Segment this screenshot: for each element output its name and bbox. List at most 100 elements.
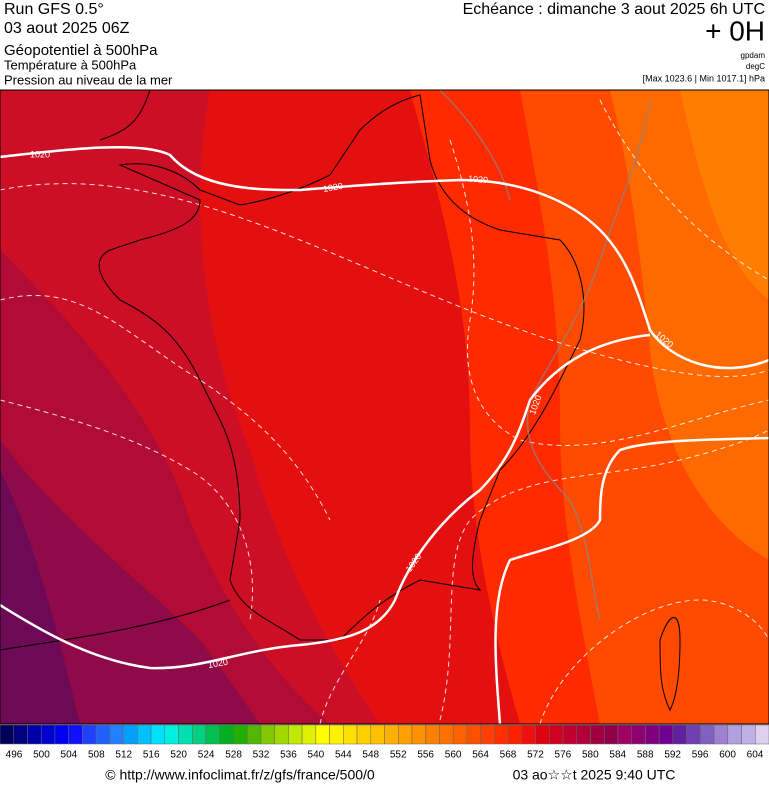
colorbar-label: 500 (33, 750, 50, 761)
color-swatch (439, 724, 454, 745)
color-swatch (727, 724, 742, 745)
isobar-label: 1020 (207, 657, 228, 670)
field-band (0, 470, 80, 724)
color-swatch (617, 724, 632, 745)
color-swatch (755, 724, 769, 745)
colorbar-label: 584 (609, 750, 626, 761)
color-swatch (274, 724, 289, 745)
colorbar-label: 560 (445, 750, 462, 761)
color-swatch (192, 724, 207, 745)
field-temperature: Température à 500hPa (4, 57, 137, 72)
color-swatch (713, 724, 729, 745)
colorbar-label: 604 (747, 750, 764, 761)
timestamp: 03 ao☆☆t 2025 9:40 UTC (513, 767, 676, 783)
color-swatch (233, 724, 248, 745)
color-swatch (95, 724, 111, 745)
coastline (0, 90, 681, 712)
colorbar-label: 596 (692, 750, 709, 761)
field-band (680, 90, 769, 300)
colorbar-label: 532 (253, 750, 270, 761)
color-swatch (0, 724, 14, 745)
color-swatch (150, 724, 166, 745)
color-swatch (576, 724, 591, 745)
colorbar-label: 592 (664, 750, 681, 761)
color-swatch (137, 724, 152, 745)
color-swatch (219, 724, 234, 745)
colorbar-label: 588 (637, 750, 654, 761)
colorbar-label: 512 (115, 750, 132, 761)
colorbar-label: 556 (417, 750, 434, 761)
color-swatch (329, 724, 344, 745)
color-swatch (260, 724, 275, 745)
color-swatch (603, 724, 619, 745)
color-swatch (700, 724, 715, 745)
colorbar-label: 528 (225, 750, 242, 761)
color-swatch (178, 724, 193, 745)
color-swatch (658, 724, 674, 745)
color-swatch (425, 724, 440, 745)
color-swatch (507, 724, 523, 745)
field-pressure: Pression au niveau de la mer (4, 72, 173, 87)
color-swatch (315, 724, 330, 745)
color-swatch (535, 724, 550, 745)
color-swatch (109, 724, 124, 745)
colorbar: 496 500 504 508 512 516 520 524 528 532 536 540 544 5… (0, 724, 769, 761)
colorbar-label: 548 (362, 750, 379, 761)
color-swatch (672, 724, 687, 745)
isobars (0, 145, 769, 724)
color-swatch (686, 724, 701, 745)
color-swatch (480, 724, 495, 745)
color-swatch (645, 724, 660, 745)
colorbar-label: 520 (170, 750, 187, 761)
color-swatch (288, 724, 303, 745)
temperature-contours (0, 99, 769, 724)
unit-geopotential: gpdam (741, 51, 766, 60)
color-swatch (54, 724, 69, 745)
colorbar-label: 540 (308, 750, 325, 761)
color-swatch (68, 724, 83, 745)
colorbar-label: 536 (280, 750, 297, 761)
run-date: 03 aout 2025 06Z (4, 20, 130, 37)
unit-temperature: degC (746, 62, 765, 71)
colorbar-label: 580 (582, 750, 599, 761)
color-swatch (411, 724, 426, 745)
lead-time: + 0H (705, 15, 765, 46)
colorbar-label: 600 (719, 750, 736, 761)
colorbar-label: 572 (527, 750, 544, 761)
colorbar-label: 524 (198, 750, 215, 761)
isobar-label: 1020 (30, 149, 50, 159)
color-swatch (466, 724, 481, 745)
color-swatch (549, 724, 564, 745)
colorbar-label: 568 (500, 750, 517, 761)
color-swatch (494, 724, 509, 745)
map-frame (0, 89, 769, 725)
color-swatch (27, 724, 42, 745)
source-url: © http://www.infoclimat.fr/z/gfs/france/… (105, 767, 375, 783)
color-swatch (40, 724, 56, 745)
color-swatch (370, 724, 385, 745)
color-swatch (82, 724, 97, 745)
color-swatch (356, 724, 372, 745)
color-swatch (521, 724, 536, 745)
color-swatch (246, 724, 262, 745)
field-main: Géopotentiel à 500hPa (4, 42, 158, 59)
color-swatch (741, 724, 756, 745)
color-swatch (562, 724, 578, 745)
color-swatch (384, 724, 399, 745)
color-swatch (343, 724, 358, 745)
color-swatch (452, 724, 468, 745)
field-band (0, 440, 260, 724)
colorbar-label: 504 (61, 750, 78, 761)
run-title: Run GFS 0.5° (4, 1, 104, 18)
colorbar-label: 516 (143, 750, 160, 761)
colorbar-label: 564 (472, 750, 489, 761)
colorbar-label: 544 (335, 750, 352, 761)
pressure-range: [Max 1023.6 | Min 1017.1] hPa (643, 73, 765, 83)
color-swatch (631, 724, 646, 745)
valid-time: Echéance : dimanche 3 aout 2025 6h UTC (463, 1, 765, 18)
color-swatch (164, 724, 179, 745)
colorbar-label: 496 (6, 750, 23, 761)
isobar-label: 1020 (322, 181, 343, 194)
